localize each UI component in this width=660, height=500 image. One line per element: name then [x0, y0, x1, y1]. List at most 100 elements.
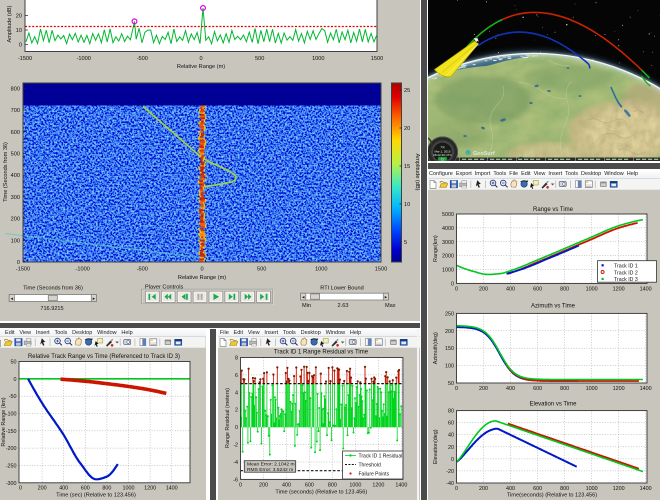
svg-text:11: 11	[440, 157, 444, 161]
svg-text:8: 8	[235, 356, 238, 362]
svg-text:Range(km): Range(km)	[433, 235, 439, 262]
svg-text:-150: -150	[6, 429, 17, 435]
svg-text:2.63: 2.63	[338, 303, 349, 309]
svg-text:►: ►	[92, 296, 96, 301]
svg-text:1200: 1200	[612, 386, 624, 392]
svg-text:Failure Points: Failure Points	[358, 472, 389, 478]
svg-text:400: 400	[282, 482, 291, 488]
svg-text:Amplitude (dB): Amplitude (dB)	[7, 5, 13, 42]
svg-text:200: 200	[11, 217, 20, 223]
svg-text:0: 0	[455, 386, 458, 392]
svg-text:-1000: -1000	[76, 267, 90, 273]
svg-text:1500: 1500	[375, 267, 387, 273]
svg-text:1200: 1200	[612, 286, 624, 292]
svg-text:Azimuth vs Time: Azimuth vs Time	[530, 304, 575, 310]
svg-text:Time (sec) (Relative to 123.45: Time (sec) (Relative to 123.456)	[56, 493, 136, 499]
svg-text:500: 500	[257, 267, 266, 273]
svg-text:200: 200	[479, 286, 488, 292]
svg-text:GeoSurf: GeoSurf	[473, 151, 495, 157]
svg-text:Elevation(deg): Elevation(deg)	[433, 429, 439, 464]
svg-text:►: ►	[384, 294, 388, 299]
svg-text:1000: 1000	[585, 286, 597, 292]
svg-text:400: 400	[506, 486, 515, 492]
svg-text:50: 50	[11, 360, 17, 366]
svg-text:RMS Error: 3.5242 m: RMS Error: 3.5242 m	[247, 467, 293, 473]
svg-text:◄: ◄	[301, 294, 305, 299]
svg-text:Track ID 1: Track ID 1	[614, 264, 638, 270]
svg-text:Track ID 1 Range Residual vs T: Track ID 1 Range Residual vs Time	[273, 350, 368, 356]
svg-text:-1500: -1500	[16, 267, 30, 273]
svg-text:Relative Track Range vs Time (: Relative Track Range vs Time (Referenced…	[28, 354, 180, 360]
svg-text:1400: 1400	[639, 486, 651, 492]
svg-text:100: 100	[11, 238, 20, 244]
svg-text:400: 400	[506, 386, 515, 392]
svg-text:Mean Error: 2.1042 m: Mean Error: 2.1042 m	[247, 462, 295, 468]
svg-text:0: 0	[14, 377, 17, 383]
svg-text:20: 20	[16, 14, 22, 20]
svg-text:1200: 1200	[144, 486, 156, 492]
svg-text:7%: 7%	[440, 146, 445, 150]
svg-text:Track ID 1 Residual: Track ID 1 Residual	[358, 454, 402, 460]
svg-text:0: 0	[451, 457, 454, 463]
svg-text:1400: 1400	[639, 386, 651, 392]
svg-text:5: 5	[404, 240, 407, 246]
svg-text:200: 200	[38, 486, 47, 492]
svg-text:10: 10	[404, 202, 410, 208]
svg-text:1000: 1000	[349, 482, 361, 488]
svg-text:Relative Range (m): Relative Range (m)	[177, 64, 225, 70]
svg-text:40: 40	[448, 433, 454, 439]
svg-text:5000: 5000	[442, 212, 454, 218]
svg-text:1400: 1400	[166, 486, 178, 492]
svg-text:0: 0	[235, 425, 238, 431]
svg-text:800: 800	[327, 482, 336, 488]
svg-text:0: 0	[19, 486, 22, 492]
svg-text:700: 700	[11, 108, 20, 114]
svg-text:Time (Seconds from 36): Time (Seconds from 36)	[23, 286, 83, 292]
svg-text:0: 0	[451, 281, 454, 287]
svg-text:716.9215: 716.9215	[40, 306, 63, 312]
svg-text:800: 800	[560, 286, 569, 292]
svg-text:20: 20	[404, 126, 410, 132]
svg-text:Elevation vs Time: Elevation vs Time	[529, 401, 577, 407]
svg-text:Relative Range (km): Relative Range (km)	[1, 397, 7, 446]
svg-text:Track ID 3: Track ID 3	[614, 277, 638, 283]
svg-text:600: 600	[533, 486, 542, 492]
svg-text:-6: -6	[233, 477, 238, 483]
svg-text:800: 800	[560, 486, 569, 492]
svg-text:200: 200	[445, 329, 454, 335]
svg-text:25: 25	[404, 88, 410, 94]
svg-text:2: 2	[235, 408, 238, 414]
svg-text:6: 6	[235, 373, 238, 379]
svg-text:Player Controls: Player Controls	[145, 285, 183, 291]
svg-text:300: 300	[11, 195, 20, 201]
svg-text:Range Residual (meters): Range Residual (meters)	[225, 388, 231, 448]
svg-text:50: 50	[448, 381, 454, 387]
svg-text:150: 150	[445, 346, 454, 352]
svg-text:500: 500	[255, 56, 264, 62]
svg-text:-200: -200	[6, 446, 17, 452]
svg-text:Mar 1, 2015: Mar 1, 2015	[434, 150, 450, 154]
svg-text:-300: -300	[6, 481, 17, 487]
svg-text:600: 600	[81, 486, 90, 492]
svg-text:60: 60	[448, 421, 454, 427]
svg-text:600: 600	[533, 386, 542, 392]
svg-text:RTI Lower Bound: RTI Lower Bound	[320, 286, 363, 292]
svg-text:4000: 4000	[442, 226, 454, 232]
svg-text:-250: -250	[6, 464, 17, 470]
svg-text:-500: -500	[137, 56, 148, 62]
svg-text:-500: -500	[137, 267, 148, 273]
svg-text:500: 500	[11, 152, 20, 158]
svg-text:1500: 1500	[371, 56, 383, 62]
svg-text:20: 20	[448, 445, 454, 451]
svg-text:-50: -50	[9, 394, 17, 400]
svg-text:Range vs Time: Range vs Time	[532, 207, 573, 213]
svg-text:Threshold: Threshold	[358, 463, 380, 469]
svg-text:Amplitude (dB): Amplitude (dB)	[414, 154, 420, 191]
svg-text:Max: Max	[385, 303, 396, 309]
svg-text:-1500: -1500	[18, 56, 32, 62]
svg-text:Track ID 2: Track ID 2	[614, 270, 638, 276]
svg-text:100: 100	[445, 364, 454, 370]
svg-text:200: 200	[479, 486, 488, 492]
svg-text:1400: 1400	[639, 286, 651, 292]
svg-text:800: 800	[560, 386, 569, 392]
